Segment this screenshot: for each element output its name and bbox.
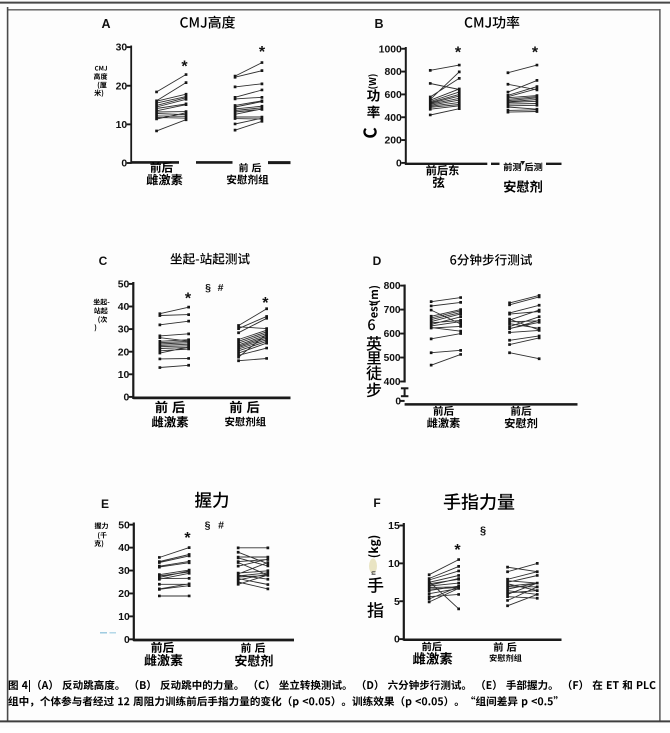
svg-text:C: C	[99, 254, 108, 268]
svg-text:§: §	[480, 525, 486, 537]
svg-text:400: 400	[384, 113, 402, 124]
svg-text:20: 20	[118, 347, 130, 358]
svg-text:D: D	[373, 254, 382, 268]
svg-text:#: #	[218, 520, 224, 532]
svg-text:0: 0	[121, 159, 127, 170]
svg-text:5: 5	[394, 596, 400, 608]
svg-text:700: 700	[384, 305, 401, 316]
svg-text:0: 0	[396, 158, 402, 169]
svg-text:*: *	[532, 45, 539, 62]
svg-text:30: 30	[116, 43, 128, 54]
svg-text:§: §	[205, 520, 211, 532]
svg-text:#: #	[218, 282, 224, 294]
svg-text:0: 0	[124, 392, 130, 403]
svg-text:40: 40	[118, 543, 130, 554]
svg-text:50: 50	[118, 520, 130, 531]
svg-text:0: 0	[395, 397, 401, 408]
svg-text:600: 600	[384, 90, 402, 101]
svg-text:E: E	[101, 497, 109, 511]
svg-text:800: 800	[384, 67, 402, 78]
svg-text:A: A	[101, 17, 110, 31]
svg-text:30: 30	[118, 325, 130, 336]
svg-text:*: *	[455, 45, 462, 62]
svg-text:800: 800	[384, 281, 401, 292]
svg-text:50: 50	[118, 279, 130, 290]
svg-text:20: 20	[116, 81, 128, 92]
svg-text:200: 200	[384, 136, 402, 147]
svg-text:1000: 1000	[379, 44, 402, 55]
svg-text:F: F	[373, 496, 380, 510]
svg-text:10: 10	[118, 370, 130, 381]
svg-text:40: 40	[118, 302, 130, 313]
svg-text:*: *	[454, 542, 461, 559]
svg-text:20: 20	[118, 589, 130, 600]
svg-text:30: 30	[118, 566, 130, 577]
svg-text:400: 400	[384, 377, 401, 388]
svg-text:B: B	[374, 17, 383, 31]
svg-text:0: 0	[394, 634, 400, 646]
svg-text:600: 600	[384, 329, 401, 340]
svg-text:*: *	[181, 59, 188, 76]
svg-text:0: 0	[124, 635, 130, 646]
svg-text:10: 10	[118, 612, 130, 623]
svg-text:15: 15	[388, 520, 400, 532]
svg-text:*: *	[262, 295, 269, 312]
svg-text:500: 500	[384, 353, 401, 364]
svg-text:*: *	[185, 291, 192, 308]
svg-text:§: §	[205, 282, 211, 294]
svg-text:10: 10	[388, 558, 400, 570]
svg-text:*: *	[184, 530, 191, 547]
svg-text:*: *	[259, 44, 266, 61]
svg-text:10: 10	[116, 120, 128, 131]
